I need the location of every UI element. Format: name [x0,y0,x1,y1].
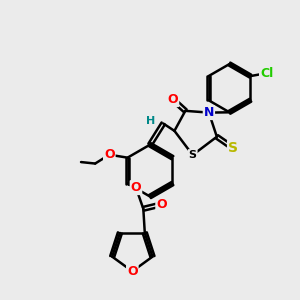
Text: S: S [228,141,238,155]
Text: S: S [189,150,197,160]
Text: O: O [127,265,138,278]
Text: N: N [204,106,214,119]
Text: O: O [104,148,115,161]
Text: O: O [168,93,178,106]
Text: O: O [130,181,141,194]
Text: H: H [146,116,155,126]
Text: Cl: Cl [260,67,273,80]
Text: O: O [156,198,167,211]
